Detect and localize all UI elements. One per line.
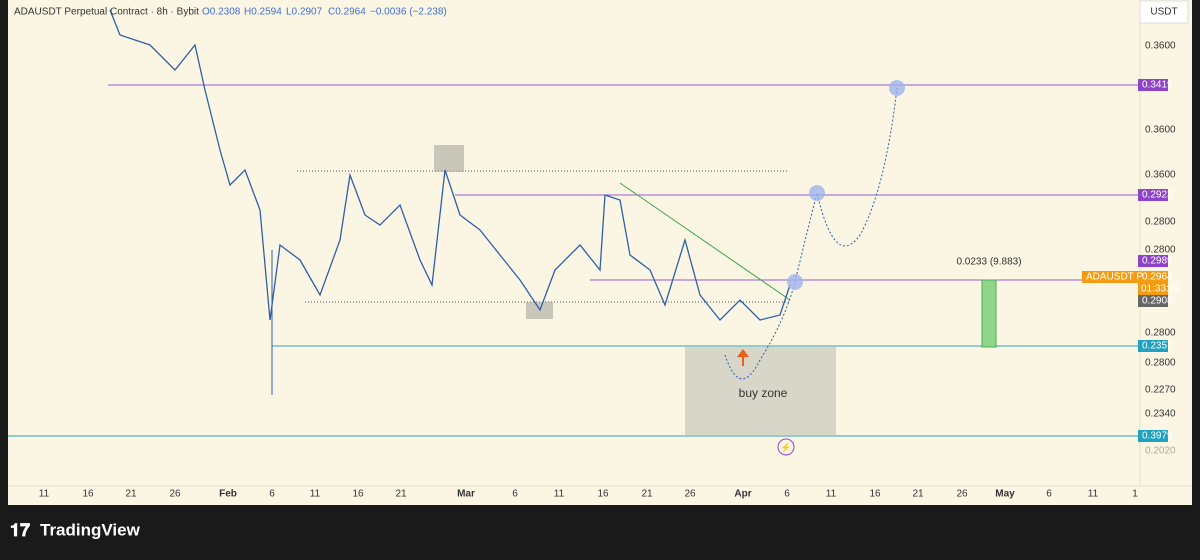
time-label: 21 — [912, 489, 924, 500]
zone-box — [434, 145, 464, 172]
event-icon-glyph: ⚡ — [780, 441, 791, 453]
price-tag — [1138, 255, 1168, 267]
price-label: 0.2989 — [1142, 256, 1173, 267]
price-label: 0.3600 — [1145, 170, 1176, 181]
price-label: 0.2020 — [1145, 446, 1176, 457]
time-label: Mar — [457, 489, 475, 500]
time-label: May — [995, 489, 1015, 500]
event-icon — [777, 438, 795, 456]
price-tag — [1138, 189, 1168, 201]
price-tag — [1138, 79, 1168, 91]
time-label: 1 — [1132, 489, 1138, 500]
time-label: 11 — [554, 489, 565, 500]
time-label: 21 — [641, 489, 653, 500]
price-tag — [1138, 340, 1168, 352]
price-tag — [1138, 295, 1168, 307]
price-label: 0.2270 — [1145, 385, 1176, 396]
ohlc-low: L0.2907 — [286, 7, 323, 18]
countdown-tag — [1138, 283, 1168, 295]
projection-point — [889, 80, 905, 96]
countdown: 01:33:29 — [1141, 284, 1180, 295]
ohlc-open: O0.2308 — [202, 7, 241, 18]
measure-label: 0.0233 (9.883) — [956, 257, 1021, 268]
price-label: 0.3600 — [1145, 41, 1176, 52]
chart-background — [8, 0, 1192, 505]
time-label: 16 — [597, 489, 609, 500]
time-label: Apr — [734, 489, 751, 500]
time-label: 6 — [269, 489, 275, 500]
time-label: 21 — [125, 489, 137, 500]
price-label: 0.2800 — [1145, 358, 1176, 369]
time-label: 26 — [684, 489, 696, 500]
arrow-up — [737, 349, 749, 366]
price-label: 0.2908 — [1142, 296, 1173, 307]
time-label: 26 — [169, 489, 181, 500]
ohlc-high: H0.2594 — [244, 7, 282, 18]
brand-logo: 𝟏𝟕 — [10, 520, 30, 540]
time-label: 6 — [512, 489, 518, 500]
trend-line — [619, 182, 791, 301]
price-label: 0.2800 — [1145, 245, 1176, 256]
price-label: 0.2923 — [1142, 190, 1173, 201]
ohlc-close: C0.2964 — [328, 7, 366, 18]
price-label: 0.2800 — [1145, 217, 1176, 228]
price-tag-symbol: ADAUSDT P — [1086, 272, 1143, 283]
time-label: 11 — [826, 489, 837, 500]
price-label: 0.3419 — [1142, 80, 1173, 91]
time-label: 21 — [395, 489, 407, 500]
symbol-title: ADAUSDT Perpetual Contract · 8h · Bybit — [14, 7, 199, 18]
price-label: 0.2340 — [1145, 409, 1176, 420]
projection-path — [724, 87, 898, 380]
zone-box — [526, 302, 553, 319]
time-label: 11 — [310, 489, 321, 500]
time-label: 16 — [82, 489, 94, 500]
time-label: 11 — [39, 489, 50, 500]
price-tag — [1082, 271, 1138, 283]
buy-zone-label: buy zone — [739, 386, 788, 400]
measure-box — [981, 279, 997, 348]
price-line — [109, 9, 791, 321]
price-label: 0.2964 — [1142, 272, 1173, 283]
time-label: 16 — [352, 489, 364, 500]
currency[interactable]: USDT — [1150, 7, 1177, 18]
price-tag — [1138, 271, 1168, 283]
price-label: 0.3979 — [1142, 431, 1173, 442]
time-label: 16 — [869, 489, 881, 500]
ohlc-change: −0.0036 (−2.238) — [370, 7, 447, 18]
projection-point — [809, 185, 825, 201]
time-label: Feb — [219, 489, 237, 500]
currency-box[interactable] — [1139, 0, 1189, 24]
price-label: 0.3600 — [1145, 125, 1176, 136]
time-label: 6 — [1046, 489, 1052, 500]
projection-point — [787, 274, 803, 290]
brand-name: TradingView — [40, 520, 141, 539]
price-label: 0.2357 — [1142, 341, 1173, 352]
price-label: 0.2800 — [1145, 328, 1176, 339]
time-label: 11 — [1088, 489, 1099, 500]
buy-zone-box — [685, 347, 836, 435]
time-label: 6 — [784, 489, 790, 500]
time-label: 26 — [956, 489, 968, 500]
price-tag — [1138, 430, 1168, 442]
